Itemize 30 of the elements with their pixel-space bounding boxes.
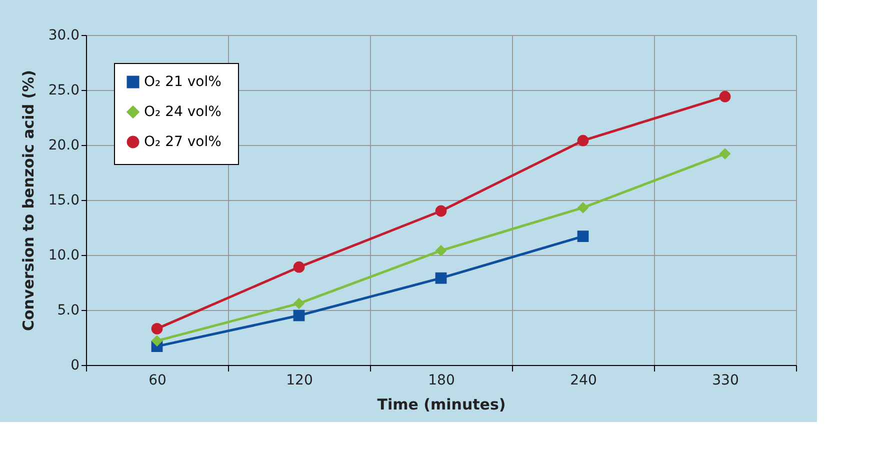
point xyxy=(435,272,447,284)
point xyxy=(719,90,731,102)
point xyxy=(435,244,447,256)
point xyxy=(577,202,589,214)
y-tick-label: 30.0 xyxy=(48,28,80,44)
legend-label: O₂ 24 vol% xyxy=(144,104,222,120)
y-tick-label: 25.0 xyxy=(48,82,80,98)
y-tick-label: 0 xyxy=(70,358,80,374)
legend-label: O₂ 27 vol% xyxy=(144,134,222,150)
x-tick-label: 120 xyxy=(286,372,313,388)
legend-label: O₂ 21 vol% xyxy=(144,74,222,90)
x-tick-label: 180 xyxy=(428,372,455,388)
point xyxy=(577,230,589,242)
point xyxy=(577,134,589,146)
y-tick-label: 5.0 xyxy=(57,302,80,318)
y-tick-label: 15.0 xyxy=(48,192,80,208)
x-tick-label: 240 xyxy=(570,372,597,388)
y-axis-title: Conversion to benzoic acid (%) xyxy=(19,70,38,332)
x-axis-title: Time (minutes) xyxy=(377,396,506,414)
point xyxy=(293,261,305,273)
point xyxy=(151,323,163,334)
point xyxy=(293,310,305,322)
point xyxy=(719,148,731,160)
point xyxy=(435,205,447,217)
point xyxy=(151,335,163,346)
x-tick-label: 330 xyxy=(712,372,739,388)
x-tick-label: 60 xyxy=(148,372,166,388)
point xyxy=(293,298,305,310)
y-tick-label: 20.0 xyxy=(48,138,80,154)
y-tick-label: 10.0 xyxy=(48,248,80,264)
